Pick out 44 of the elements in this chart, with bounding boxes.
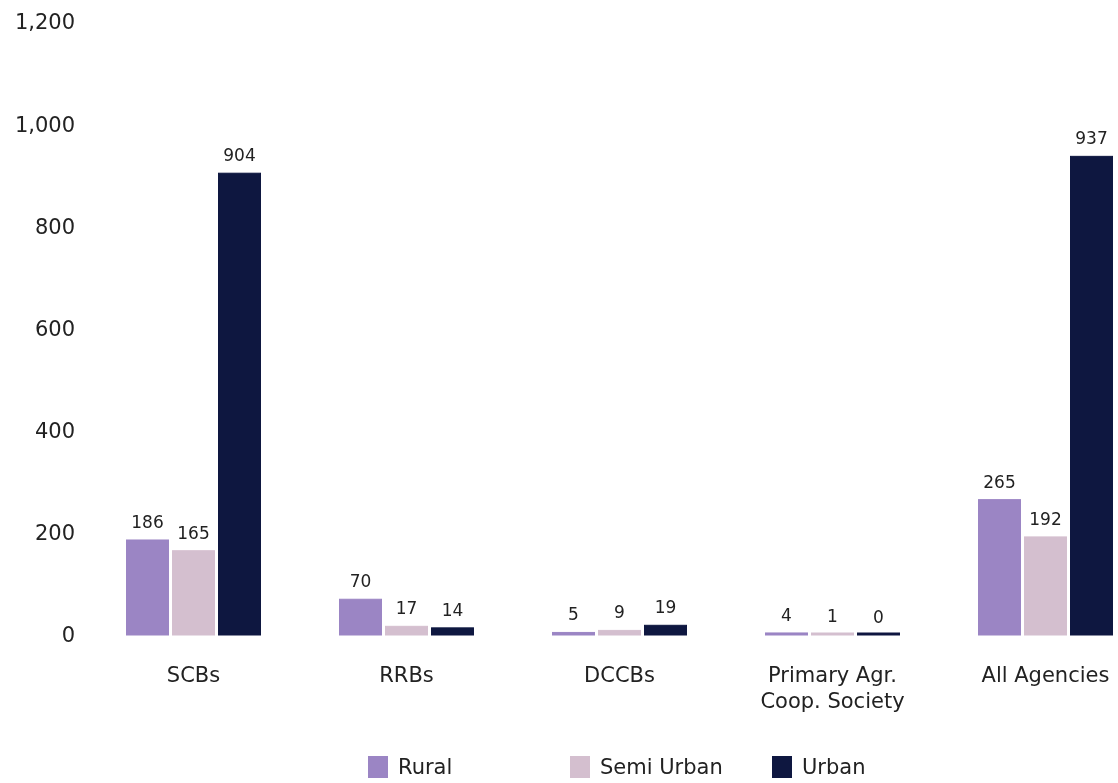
bar xyxy=(552,631,595,636)
data-label: 4 xyxy=(781,604,792,625)
bar xyxy=(126,539,169,636)
y-tick-label: 600 xyxy=(34,316,75,341)
bar xyxy=(172,550,215,636)
data-label: 17 xyxy=(395,598,418,619)
bar xyxy=(385,625,428,636)
data-label: 186 xyxy=(131,511,164,532)
bar xyxy=(431,627,474,636)
x-tick-label: RRBs xyxy=(379,663,434,687)
bar xyxy=(978,499,1021,636)
y-tick-label: 0 xyxy=(61,623,75,648)
data-label: 937 xyxy=(1075,128,1108,149)
data-label: 192 xyxy=(1029,508,1062,529)
bar xyxy=(1070,155,1113,636)
data-label: 5 xyxy=(568,604,579,625)
y-tick-label: 1,200 xyxy=(14,10,75,35)
data-label: 165 xyxy=(177,522,210,543)
y-tick-label: 200 xyxy=(34,521,75,546)
x-tick-label: All Agencies xyxy=(981,663,1110,687)
data-label: 1 xyxy=(827,606,838,627)
bar xyxy=(811,632,854,636)
legend-label: Rural xyxy=(398,755,453,780)
bar xyxy=(598,629,641,636)
data-label: 9 xyxy=(614,602,625,623)
legend-label: Urban xyxy=(802,755,866,780)
x-tick-label: DCCBs xyxy=(584,663,655,687)
data-label: 14 xyxy=(441,599,464,620)
data-label: 19 xyxy=(654,597,677,618)
x-tick-label: SCBs xyxy=(166,663,221,687)
bar xyxy=(339,598,382,636)
data-label: 70 xyxy=(349,571,372,592)
legend-label: Semi Urban xyxy=(600,755,723,780)
bar xyxy=(218,172,261,636)
data-label: 265 xyxy=(983,471,1016,492)
y-tick-label: 400 xyxy=(34,419,75,444)
bar xyxy=(765,632,808,636)
data-label: 0 xyxy=(873,607,884,627)
y-tick-label: 800 xyxy=(34,214,75,239)
x-tick-label: Primary Agr. Coop. Society xyxy=(760,663,905,713)
bar xyxy=(1024,536,1067,636)
data-label: 904 xyxy=(223,145,256,166)
bar xyxy=(644,624,687,636)
y-tick-label: 1,000 xyxy=(14,112,75,137)
